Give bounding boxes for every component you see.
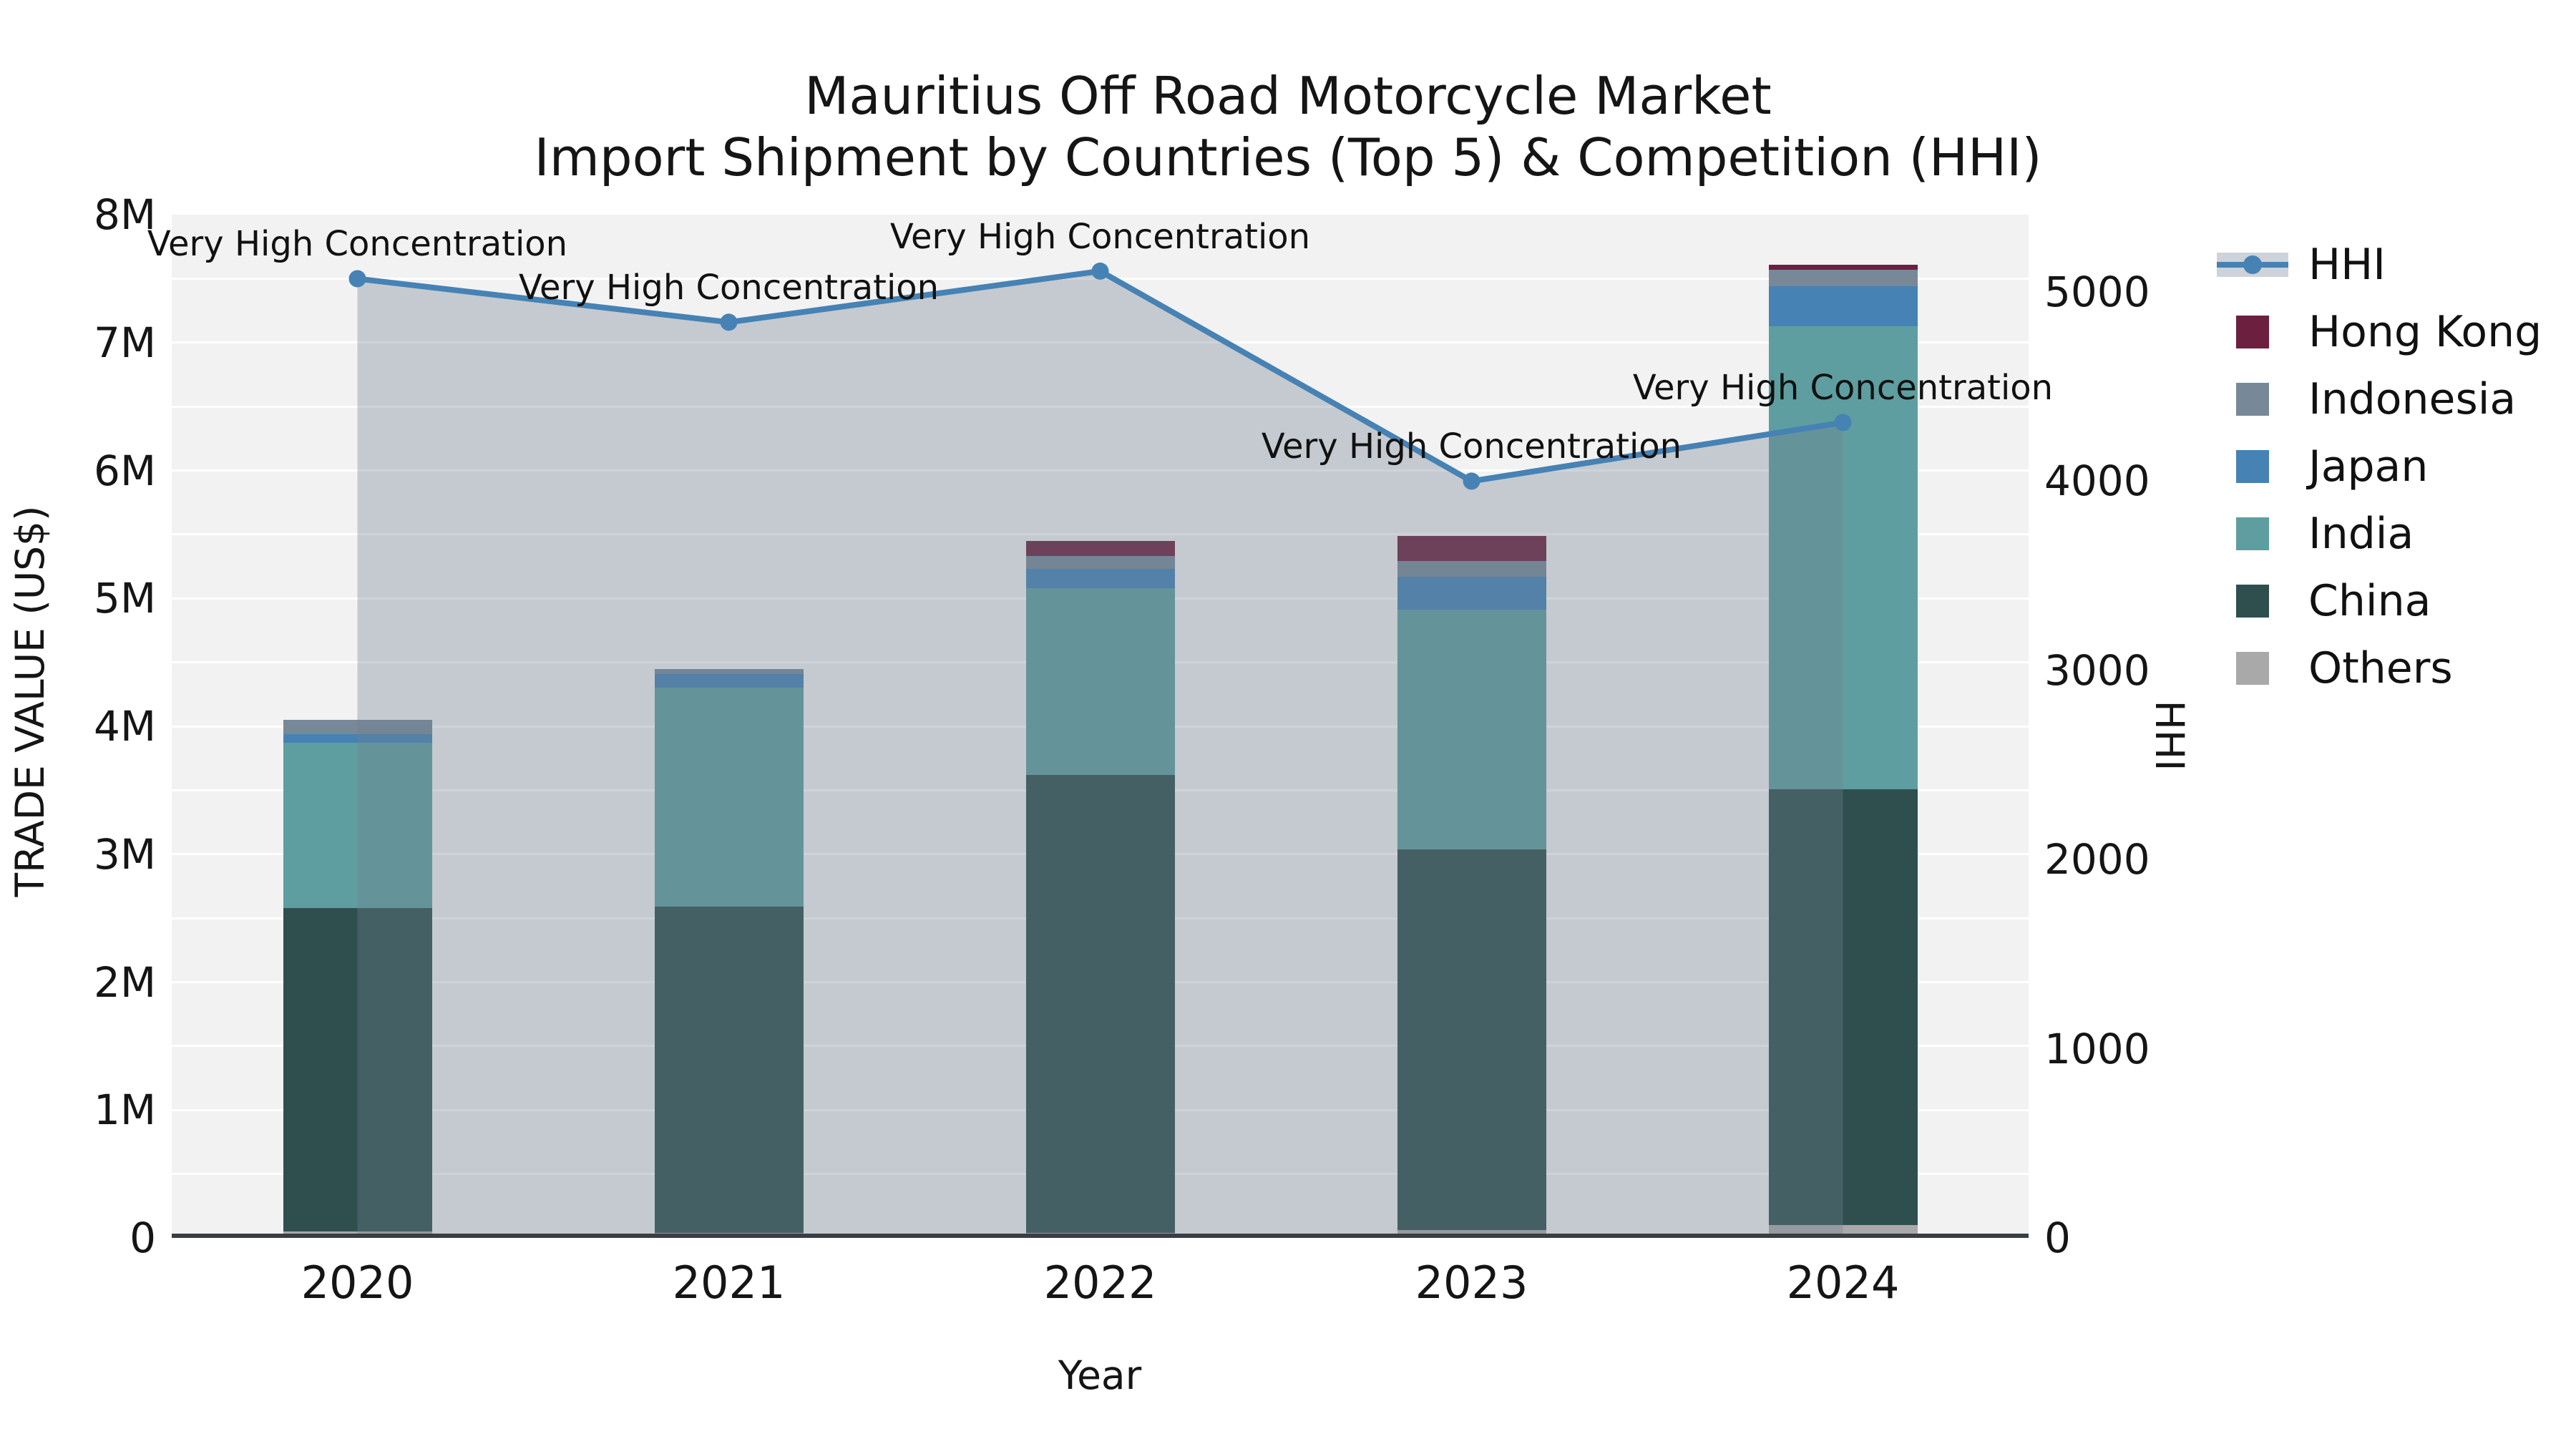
color-swatch-icon [2236, 383, 2269, 416]
hhi-area-swatch [2217, 253, 2288, 277]
bar-segment-india-2023 [1397, 610, 1546, 849]
right-tick-5000: 5000 [2044, 268, 2150, 316]
legend-item-china: China [2217, 576, 2542, 626]
annotation-2021: Very High Concentration [518, 268, 940, 308]
hhi-marker-2021 [720, 313, 738, 331]
bar-segment-india-2022 [1025, 587, 1175, 775]
legend-swatch-indonesia [2217, 383, 2288, 416]
gridline [172, 533, 2029, 536]
legend-swatch-japan [2217, 450, 2288, 483]
gridline [172, 341, 2029, 344]
legend-label: HHI [2308, 240, 2386, 290]
hhi-marker-2023 [1463, 472, 1480, 490]
legend-swatch-china [2217, 585, 2288, 618]
right-axis-title: HHI [2147, 700, 2192, 771]
left-tick-7M: 7M [94, 318, 156, 367]
bar-segment-japan-2020 [283, 733, 432, 743]
x-tick-2023: 2023 [1415, 1257, 1528, 1309]
x-tick-2022: 2022 [1043, 1257, 1157, 1309]
bar-segment-indonesia-2020 [283, 720, 432, 734]
color-swatch-icon [2236, 517, 2269, 550]
x-axis-title: Year [1058, 1352, 1142, 1398]
right-tick-4000: 4000 [2044, 457, 2150, 506]
color-swatch-icon [2236, 316, 2269, 348]
left-tick-8M: 8M [94, 190, 156, 239]
chart-title-line-2: Import Shipment by Countries (Top 5) & C… [534, 127, 2042, 187]
hhi-marker-2020 [348, 270, 366, 288]
bar-segment-hong-kong-2022 [1025, 540, 1175, 557]
x-axis-line [172, 1234, 2029, 1238]
bar-segment-japan-2021 [654, 673, 804, 688]
bar-segment-china-2022 [1025, 774, 1175, 1233]
hhi-marker-swatch [2243, 255, 2262, 274]
legend-item-indonesia: Indonesia [2217, 374, 2542, 424]
bar-segment-japan-2024 [1768, 286, 1918, 326]
color-swatch-icon [2236, 585, 2269, 618]
left-tick-0: 0 [130, 1214, 156, 1262]
hhi-marker-2022 [1091, 262, 1109, 280]
bar-segment-hong-kong-2023 [1397, 535, 1546, 562]
bar-segment-japan-2022 [1025, 569, 1175, 588]
legend-label: India [2308, 509, 2414, 559]
bar-segment-indonesia-2024 [1768, 269, 1918, 287]
legend-item-india: India [2217, 509, 2542, 559]
x-tick-2024: 2024 [1786, 1257, 1900, 1309]
legend-swatch-hhi-line-icon [2217, 253, 2288, 277]
right-tick-3000: 3000 [2044, 645, 2150, 695]
legend-label: Hong Kong [2308, 307, 2542, 357]
hhi-marker-2024 [1834, 414, 1852, 431]
bar-segment-india-2021 [654, 688, 804, 907]
bar-segment-hong-kong-2024 [1768, 264, 1918, 270]
right-tick-2000: 2000 [2044, 835, 2150, 884]
left-tick-4M: 4M [94, 702, 156, 751]
legend-label: Others [2308, 643, 2453, 693]
legend-label: Japan [2308, 441, 2429, 492]
right-tick-1000: 1000 [2044, 1024, 2150, 1073]
left-tick-5M: 5M [94, 574, 156, 623]
left-tick-3M: 3M [94, 829, 156, 879]
left-tick-1M: 1M [94, 1085, 156, 1135]
annotation-2020: Very High Concentration [147, 224, 568, 265]
color-swatch-icon [2236, 652, 2269, 685]
annotation-2024: Very High Concentration [1632, 368, 2054, 409]
legend-swatch-india [2217, 517, 2288, 550]
legend-swatch-others [2217, 652, 2288, 685]
hhi-area-fill [357, 270, 1843, 1238]
bar-segment-china-2023 [1397, 849, 1546, 1231]
legend-item-hhi: HHI [2217, 240, 2542, 290]
bar-segment-indonesia-2023 [1397, 561, 1546, 577]
gridline [172, 469, 2029, 472]
bar-segment-china-2020 [283, 907, 432, 1232]
left-tick-2M: 2M [94, 957, 156, 1007]
bar-segment-china-2021 [654, 907, 804, 1233]
legend: HHI Hong Kong Indonesia Japan India China Othe… [2217, 240, 2542, 693]
annotation-2022: Very High Concentration [889, 216, 1311, 257]
chart-title-line-1: Mauritius Off Road Motorcycle Market [804, 66, 1772, 126]
bar-segment-japan-2023 [1397, 576, 1546, 610]
legend-item-japan: Japan [2217, 441, 2542, 492]
color-swatch-icon [2236, 450, 2269, 483]
left-tick-6M: 6M [94, 446, 156, 495]
legend-label: China [2308, 576, 2431, 626]
bar-segment-india-2020 [283, 743, 432, 908]
bar-segment-indonesia-2022 [1025, 556, 1175, 570]
plot-area [172, 215, 2029, 1238]
right-tick-0: 0 [2044, 1214, 2071, 1262]
legend-label: Indonesia [2308, 374, 2517, 424]
bar-segment-china-2024 [1768, 789, 1918, 1226]
x-tick-2021: 2021 [672, 1257, 786, 1309]
legend-item-others: Others [2217, 643, 2542, 693]
annotation-2023: Very High Concentration [1261, 426, 1682, 467]
gridline [172, 405, 2029, 408]
x-tick-2020: 2020 [301, 1257, 414, 1309]
bar-segment-india-2024 [1768, 326, 1918, 789]
hhi-line-layer [348, 262, 1852, 1238]
legend-swatch-hong-kong [2217, 316, 2288, 348]
bar-segment-indonesia-2021 [654, 668, 804, 674]
legend-item-hong-kong: Hong Kong [2217, 307, 2542, 357]
